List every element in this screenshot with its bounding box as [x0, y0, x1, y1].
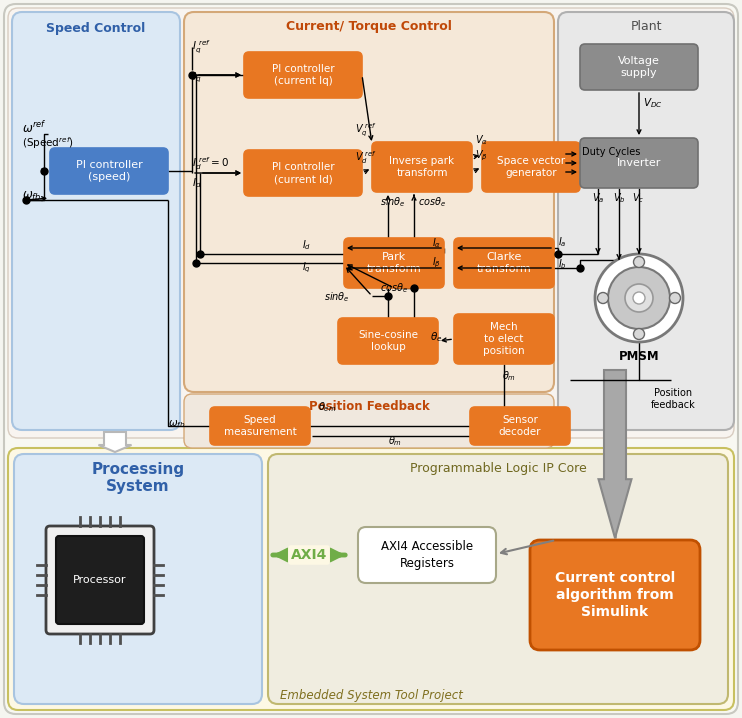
Text: $V_\alpha$: $V_\alpha$ [475, 134, 488, 147]
Text: $\theta_{em}$: $\theta_{em}$ [318, 400, 336, 414]
Text: Inverter: Inverter [617, 158, 661, 168]
Text: PI controller
(speed): PI controller (speed) [76, 160, 142, 182]
FancyBboxPatch shape [580, 44, 698, 90]
Text: $\theta_e$: $\theta_e$ [430, 330, 442, 344]
Text: $I_a$: $I_a$ [558, 235, 567, 249]
FancyBboxPatch shape [454, 238, 554, 288]
FancyBboxPatch shape [184, 12, 554, 392]
Circle shape [608, 267, 670, 329]
Text: Space vector
generator: Space vector generator [497, 156, 565, 178]
FancyBboxPatch shape [8, 8, 734, 438]
FancyBboxPatch shape [14, 454, 262, 704]
Circle shape [597, 292, 608, 304]
Text: $I_b$: $I_b$ [558, 257, 567, 271]
FancyBboxPatch shape [12, 12, 180, 430]
Text: $V_c$: $V_c$ [632, 191, 644, 205]
FancyBboxPatch shape [184, 394, 554, 448]
Text: AXI4: AXI4 [291, 548, 327, 562]
Text: $V_\beta$: $V_\beta$ [475, 149, 487, 163]
FancyBboxPatch shape [338, 318, 438, 364]
Text: $sin\theta_e$: $sin\theta_e$ [324, 290, 349, 304]
Text: $V_d^{\ ref}$: $V_d^{\ ref}$ [355, 149, 377, 166]
Text: Speed
measurement: Speed measurement [223, 415, 296, 437]
Text: $I_q$: $I_q$ [192, 71, 201, 85]
FancyBboxPatch shape [244, 150, 362, 196]
Text: PI controller
(current Id): PI controller (current Id) [272, 162, 335, 185]
Text: Duty Cycles: Duty Cycles [582, 147, 640, 157]
FancyBboxPatch shape [244, 52, 362, 98]
Circle shape [634, 329, 645, 340]
Text: Inverse park
transform: Inverse park transform [390, 156, 455, 178]
Text: $V_a$: $V_a$ [592, 191, 604, 205]
Text: $I_q^{\ ref}$: $I_q^{\ ref}$ [192, 38, 211, 56]
Circle shape [634, 256, 645, 268]
Polygon shape [599, 370, 631, 538]
Text: Clarke
transform: Clarke transform [476, 252, 531, 274]
Text: $I_\alpha$: $I_\alpha$ [432, 236, 441, 250]
FancyBboxPatch shape [268, 454, 728, 704]
Text: Sensor
decoder: Sensor decoder [499, 415, 541, 437]
FancyBboxPatch shape [558, 12, 734, 430]
Text: PMSM: PMSM [619, 350, 660, 363]
FancyBboxPatch shape [344, 238, 444, 288]
Text: Park
transform: Park transform [367, 252, 421, 274]
FancyBboxPatch shape [56, 536, 144, 624]
FancyBboxPatch shape [210, 407, 310, 445]
FancyBboxPatch shape [482, 142, 580, 192]
Text: $V_q^{\ ref}$: $V_q^{\ ref}$ [355, 121, 377, 139]
FancyBboxPatch shape [372, 142, 472, 192]
Text: $cos\theta_e$: $cos\theta_e$ [418, 195, 446, 209]
FancyBboxPatch shape [46, 526, 154, 634]
Text: $I_d$: $I_d$ [302, 238, 311, 252]
Circle shape [633, 292, 645, 304]
Text: $V_b$: $V_b$ [613, 191, 626, 205]
Text: Sine-cosine
lookup: Sine-cosine lookup [358, 330, 418, 353]
Text: $I_\beta$: $I_\beta$ [432, 256, 441, 270]
Text: Embedded System Tool Project: Embedded System Tool Project [280, 689, 462, 702]
Text: $sin\theta_e$: $sin\theta_e$ [380, 195, 406, 209]
FancyBboxPatch shape [8, 448, 734, 710]
Text: Processor: Processor [73, 575, 127, 585]
Text: $\omega_{fb}$: $\omega_{fb}$ [22, 190, 42, 202]
Text: $\omega_{fb}$: $\omega_{fb}$ [168, 418, 186, 430]
Text: Current/ Torque Control: Current/ Torque Control [286, 20, 452, 33]
FancyBboxPatch shape [580, 138, 698, 188]
Text: Mech
to elect
position: Mech to elect position [483, 322, 525, 356]
Text: Position Feedback: Position Feedback [309, 400, 430, 413]
Text: Speed Control: Speed Control [46, 22, 145, 35]
Text: $I_q$: $I_q$ [302, 261, 311, 275]
Text: Processing
System: Processing System [91, 462, 185, 495]
FancyBboxPatch shape [470, 407, 570, 445]
Circle shape [625, 284, 653, 312]
Polygon shape [99, 432, 131, 452]
Text: Current control
algorithm from
Simulink: Current control algorithm from Simulink [555, 571, 675, 620]
FancyBboxPatch shape [4, 4, 738, 714]
Circle shape [669, 292, 680, 304]
Text: $V_{DC}$: $V_{DC}$ [643, 96, 663, 110]
Text: Voltage
supply: Voltage supply [618, 56, 660, 78]
Text: (Speed$^{ref}$): (Speed$^{ref}$) [22, 135, 74, 151]
Circle shape [595, 254, 683, 342]
Text: Position
feedback: Position feedback [651, 388, 695, 409]
Text: AXI4 Accessible
Registers: AXI4 Accessible Registers [381, 541, 473, 569]
FancyBboxPatch shape [358, 527, 496, 583]
Text: Plant: Plant [630, 20, 662, 33]
FancyBboxPatch shape [454, 314, 554, 364]
Text: $\omega^{ref}$: $\omega^{ref}$ [22, 120, 47, 136]
FancyBboxPatch shape [530, 540, 700, 650]
Text: Programmable Logic IP Core: Programmable Logic IP Core [410, 462, 586, 475]
Text: $I_d^{\ ref}=0$: $I_d^{\ ref}=0$ [192, 156, 229, 172]
Text: $\theta_m$: $\theta_m$ [502, 369, 516, 383]
Text: $\theta_m$: $\theta_m$ [388, 434, 402, 448]
Text: $I_d$: $I_d$ [192, 176, 202, 190]
FancyBboxPatch shape [50, 148, 168, 194]
Text: PI controller
(current Iq): PI controller (current Iq) [272, 64, 335, 86]
Text: $cos\theta_e$: $cos\theta_e$ [380, 281, 408, 295]
